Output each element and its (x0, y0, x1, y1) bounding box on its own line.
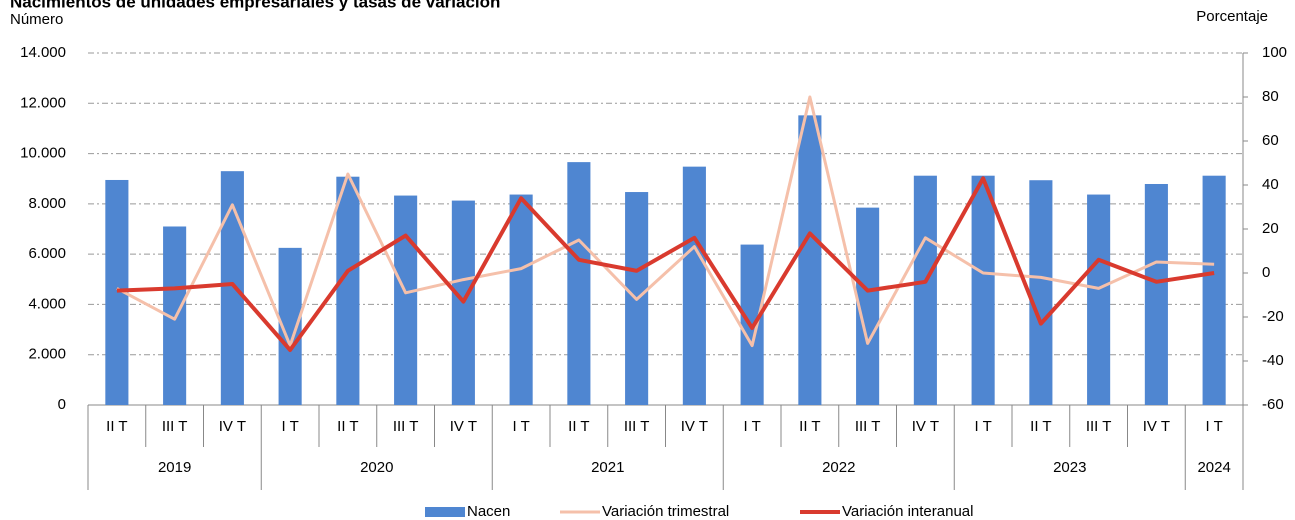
y2-tick-label: 20 (1262, 220, 1279, 237)
y-axis-title: Número (10, 11, 63, 28)
y-tick-label: 2.000 (28, 346, 66, 363)
bar (394, 195, 418, 405)
bar (1087, 194, 1111, 405)
bar (220, 171, 244, 405)
x-tick-label: II T (568, 418, 589, 435)
y2-tick-label: 100 (1262, 44, 1287, 61)
chart-title: Nacimientos de unidades empresariales y … (10, 0, 500, 11)
y-tick-label: 0 (58, 396, 66, 413)
x-tick-label: III T (624, 418, 650, 435)
x-tick-label: II T (1030, 418, 1051, 435)
x-tick-label: IV T (450, 418, 477, 435)
x-tick-label: III T (1086, 418, 1112, 435)
y2-tick-label: -40 (1262, 352, 1284, 369)
legend-swatch (425, 507, 465, 517)
x-tick-label: I T (975, 418, 992, 435)
bar (278, 247, 302, 405)
x-tick-label: IV T (912, 418, 939, 435)
bar (1029, 180, 1053, 405)
y-tick-label: 14.000 (20, 44, 66, 61)
x-tick-label: III T (855, 418, 881, 435)
x-group-label: 2023 (1053, 459, 1086, 476)
y-tick-label: 10.000 (20, 145, 66, 162)
line (116, 95, 1215, 348)
x-tick-label: IV T (681, 418, 708, 435)
x-group-label: 2022 (822, 459, 855, 476)
y2-tick-label: -20 (1262, 308, 1284, 325)
x-group-label: 2024 (1197, 459, 1230, 476)
y2-tick-label: 0 (1262, 264, 1270, 281)
bar (105, 179, 129, 405)
y-tick-label: 12.000 (20, 94, 66, 111)
y2-axis-title: Porcentaje (1196, 8, 1268, 25)
legend-label: Variación interanual (842, 503, 973, 520)
x-tick-label: I T (282, 418, 299, 435)
x-tick-label: I T (1206, 418, 1223, 435)
legend-label: Nacen (467, 503, 510, 520)
line (116, 176, 1215, 352)
y2-tick-label: 60 (1262, 132, 1279, 149)
bar (856, 207, 880, 405)
y2-tick-label: -60 (1262, 396, 1284, 413)
bar (509, 194, 533, 405)
x-group-label: 2021 (591, 459, 624, 476)
bar (1202, 175, 1226, 405)
x-group-label: 2019 (158, 459, 191, 476)
bar (913, 175, 937, 405)
bar (798, 115, 822, 406)
bar (567, 162, 591, 405)
y-tick-label: 8.000 (28, 195, 66, 212)
y2-tick-label: 40 (1262, 176, 1279, 193)
y2-tick-label: 80 (1262, 88, 1279, 105)
x-tick-label: III T (393, 418, 419, 435)
y-tick-label: 6.000 (28, 245, 66, 262)
x-tick-label: II T (799, 418, 820, 435)
bar (971, 175, 995, 405)
bar (163, 226, 187, 405)
bar (336, 176, 360, 405)
x-tick-label: III T (162, 418, 188, 435)
x-group-label: 2020 (360, 459, 393, 476)
x-tick-label: I T (513, 418, 530, 435)
x-tick-label: II T (106, 418, 127, 435)
x-tick-label: I T (744, 418, 761, 435)
x-tick-label: II T (337, 418, 358, 435)
y-tick-label: 4.000 (28, 295, 66, 312)
legend-label: Variación trimestral (602, 503, 729, 520)
bar (1144, 183, 1168, 405)
x-tick-label: IV T (1143, 418, 1170, 435)
bar (682, 166, 706, 405)
x-tick-label: IV T (219, 418, 246, 435)
